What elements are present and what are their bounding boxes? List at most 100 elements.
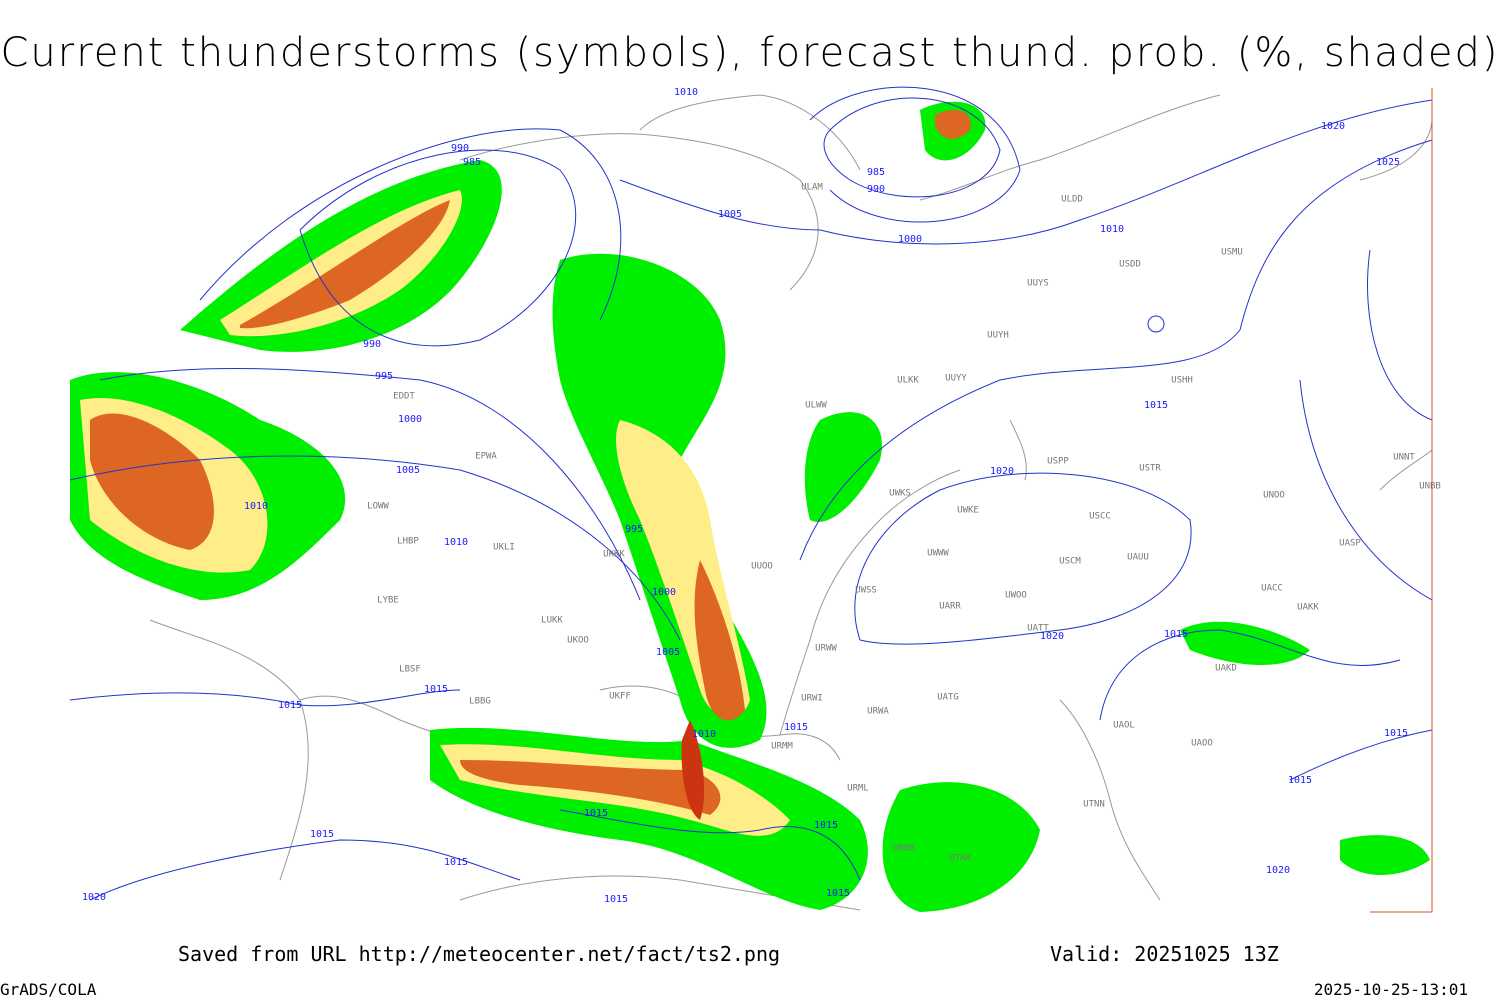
- isobar-label: 1000: [898, 234, 922, 245]
- station-code: UUYH: [987, 331, 1009, 341]
- station-code: UWWW: [927, 549, 949, 559]
- isobar-label: 1015: [826, 888, 850, 899]
- isobar-label: 1015: [784, 722, 808, 733]
- software: GrADS/COLA: [0, 980, 97, 999]
- station-code: UWKS: [889, 489, 911, 499]
- station-code: LBBG: [469, 697, 491, 707]
- station-code: UWSS: [855, 586, 877, 596]
- isobar-label: 1015: [278, 700, 302, 711]
- isobars: [69, 86, 1433, 901]
- station-code: USTR: [1139, 464, 1161, 474]
- station-code: UAKK: [1297, 603, 1319, 613]
- station-code: LOWW: [367, 502, 389, 512]
- timestamp: 2025-10-25-13:01: [1313, 980, 1468, 999]
- station-code: ULWW: [805, 401, 827, 411]
- station-code: UKKK: [603, 550, 625, 560]
- station-code: EDDT: [393, 392, 415, 402]
- station-code: ULDD: [1061, 195, 1083, 205]
- isobar-label: 985: [867, 167, 885, 178]
- station-code: UAUU: [1127, 553, 1149, 563]
- isobar-label: 990: [363, 339, 381, 350]
- isobar-label: 985: [463, 157, 481, 168]
- station-code: LUKK: [541, 616, 563, 626]
- isobar-label: 1015: [814, 820, 838, 831]
- station-code: URML: [847, 784, 869, 794]
- isobar-label: 1015: [1288, 775, 1312, 786]
- station-code: UWOO: [1005, 591, 1027, 601]
- isobar-label: 1020: [1040, 631, 1064, 642]
- title: Current thunderstorms (symbols), forecas…: [0, 30, 1500, 76]
- station-code: USMU: [1221, 248, 1243, 258]
- isobar-label: 995: [625, 524, 643, 535]
- station-code: UUOO: [751, 562, 773, 572]
- station-code: URWW: [815, 644, 837, 654]
- station-code: UNBB: [1419, 482, 1441, 492]
- station-code: ULKK: [897, 376, 919, 386]
- isobar-label: 995: [375, 371, 393, 382]
- isobar-label: 1020: [1266, 865, 1290, 876]
- station-code: UTAK: [949, 854, 971, 864]
- station-code: UAOL: [1113, 721, 1135, 731]
- isobar-label: 1010: [244, 501, 268, 512]
- isobar-label: 1015: [310, 829, 334, 840]
- station-code: UBBB: [893, 844, 915, 854]
- isobar-label: 1025: [1376, 157, 1400, 168]
- isobar: [1147, 315, 1165, 333]
- isobar-label: 1010: [1100, 224, 1124, 235]
- station-code: UTNN: [1083, 800, 1105, 810]
- isobar-label: 1015: [424, 684, 448, 695]
- station-code: URMM: [771, 742, 793, 752]
- station-code: UAOO: [1191, 739, 1213, 749]
- isobar-label: 1010: [674, 87, 698, 98]
- thunder-probability: [70, 101, 1430, 912]
- station-code: UNOO: [1263, 491, 1285, 501]
- station-code: UACC: [1261, 584, 1283, 594]
- station-code: UATT: [1027, 624, 1049, 634]
- isobar-label: 1015: [604, 894, 628, 905]
- station-code: ULAM: [801, 183, 823, 193]
- labels: 1010 990 985 1005 985 990 1000 1010 1020 1025 990 9…: [82, 87, 1441, 905]
- station-code: UNNT: [1393, 453, 1415, 463]
- station-code: USHH: [1171, 376, 1193, 386]
- source-url: Saved from URL http://meteocenter.net/fa…: [178, 942, 781, 966]
- isobar-label: 1020: [990, 466, 1014, 477]
- station-code: LHBP: [397, 537, 419, 547]
- isobar-label: 1015: [1144, 400, 1168, 411]
- isobar-label: 1005: [718, 209, 742, 220]
- station-code: URWA: [867, 707, 889, 717]
- station-code: UARR: [939, 602, 961, 612]
- station-code: UUYY: [945, 374, 967, 384]
- isobar-label: 990: [867, 184, 885, 195]
- station-code: UKLI: [493, 543, 515, 553]
- isobar-label: 1015: [444, 857, 468, 868]
- station-code: UKFF: [609, 692, 631, 702]
- station-code: USCM: [1059, 557, 1081, 567]
- valid-time: Valid: 20251025 13Z: [1050, 942, 1279, 966]
- station-code: UUYS: [1027, 279, 1049, 289]
- station-code: UAKD: [1215, 664, 1237, 674]
- isobar-label: 1015: [584, 808, 608, 819]
- isobar-label: 1005: [396, 465, 420, 476]
- isobar-label: 1010: [444, 537, 468, 548]
- station-code: USDD: [1119, 260, 1141, 270]
- isobar-label: 1015: [1384, 728, 1408, 739]
- isobar-label: 1015: [1164, 629, 1188, 640]
- isobar-label: 1005: [656, 647, 680, 658]
- isobar-label: 990: [451, 143, 469, 154]
- station-code: UWKE: [957, 506, 979, 516]
- station-code: EPWA: [475, 452, 497, 462]
- station-code: LBSF: [399, 665, 421, 675]
- isobar-label: 1000: [652, 587, 676, 598]
- station-code: USPP: [1047, 457, 1069, 467]
- station-code: LYBE: [377, 596, 399, 606]
- station-code: URWI: [801, 694, 823, 704]
- isobar-label: 1010: [692, 729, 716, 740]
- station-code: USCC: [1089, 512, 1111, 522]
- station-code: UATG: [937, 693, 959, 703]
- station-code: UKOO: [567, 636, 589, 646]
- isobar-label: 1020: [1321, 121, 1345, 132]
- station-code: UASP: [1339, 539, 1361, 549]
- isobar-label: 1020: [82, 892, 106, 903]
